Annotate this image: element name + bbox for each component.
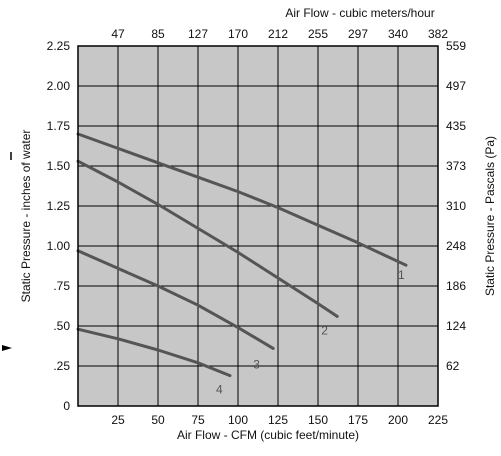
x-tick-label: 225 [428,413,448,427]
top-tick-label: 382 [428,27,448,41]
x-tick-label: 175 [348,413,368,427]
y-tick-label: 2.00 [47,79,71,93]
top-tick-label: 297 [348,27,368,41]
curve-label-1: 1 [398,268,405,282]
x-tick-label: 150 [308,413,328,427]
top-tick-label: 255 [308,27,328,41]
x-tick-label: 125 [268,413,288,427]
curve-2 [76,159,339,318]
y-tick-label: .75 [53,279,70,293]
x-tick-label: 100 [228,413,248,427]
y-tick-label: 1.50 [47,159,71,173]
x-tick-label: 75 [191,413,205,427]
right-tick-label: 373 [446,159,466,173]
curves: 1 2 3 4 [76,132,408,397]
right-tick-label: 186 [446,279,466,293]
right-tick-label: 62 [446,359,460,373]
top-tick-label: 340 [388,27,408,41]
plot-frame [77,45,439,407]
curve-label-3: 3 [253,357,260,371]
top-tick-label: 47 [111,27,125,41]
y-tick-label: 2.25 [47,39,71,53]
origin-tick-label: 0 [63,399,70,413]
right-tick-label: 248 [446,239,466,253]
x-tick-label: 200 [388,413,408,427]
top-tick-label: 212 [268,27,288,41]
tick-labels: 25 50 75 100 125 150 175 200 225 0 .25 .50 .75 1.00 1.… [47,27,467,427]
y-tick-label: 1.00 [47,239,71,253]
curve-label-2: 2 [321,323,328,337]
right-axis-title: Static Pressure - Pascals (Pa) [483,136,497,296]
y-axis-title: Static Pressure - inches of water [19,130,33,303]
right-tick-label: 310 [446,199,466,213]
right-tick-label: 124 [446,319,466,333]
y-tick-label: .50 [53,319,70,333]
right-tick-label: 435 [446,119,466,133]
right-tick-label: 559 [446,39,466,53]
curve-4 [76,327,232,378]
top-tick-label: 170 [228,27,248,41]
plot-area [78,46,438,406]
y-tick-label: .25 [53,359,70,373]
top-tick-label: 127 [188,27,208,41]
margin-marks [2,152,12,351]
y-tick-label: 1.25 [47,199,71,213]
top-axis-title: Air Flow - cubic meters/hour [285,6,434,20]
curve-3 [76,249,275,350]
y-tick-label: 1.75 [47,119,71,133]
margin-arrow-mark [2,345,12,351]
curve-label-4: 4 [216,383,223,397]
top-tick-label: 85 [151,27,165,41]
x-tick-label: 50 [151,413,165,427]
x-tick-label: 25 [111,413,125,427]
curve-1 [76,132,408,267]
x-axis-title: Air Flow - CFM (cubic feet/minute) [177,428,359,442]
right-tick-label: 497 [446,79,466,93]
